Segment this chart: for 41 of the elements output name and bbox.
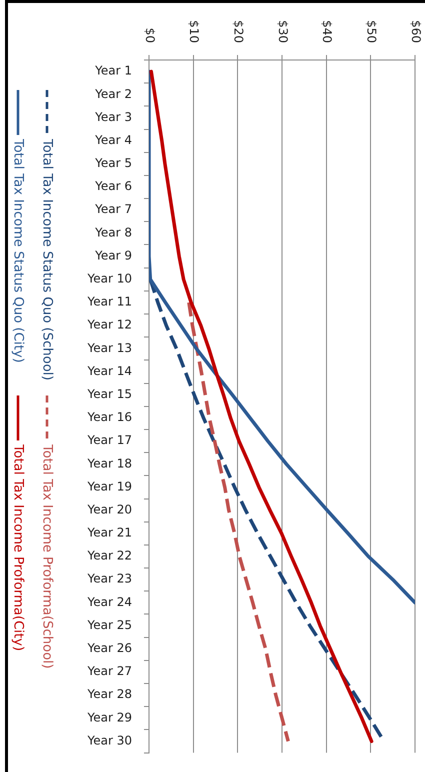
- y-tick-label: Year 4: [94, 132, 132, 147]
- x-tick-label: $50: [364, 20, 379, 43]
- x-tick-label: $20: [232, 20, 246, 43]
- y-tick-label: Year 21: [86, 526, 132, 540]
- text: Total Tax Income Proforma(City): [10, 443, 26, 652]
- text: Total Tax Income Proforma(School): [40, 443, 55, 669]
- x-tick-label: $60: [408, 20, 423, 43]
- y-tick-label: Year 15: [86, 386, 132, 401]
- y-tick-label: Year 6: [94, 179, 132, 194]
- text: Total Tax Income Status Quo (City): [10, 138, 26, 363]
- y-tick-label: Year 7: [94, 202, 132, 216]
- y-tick-label: Year 30: [86, 733, 132, 748]
- y-tick-label: Year 10: [86, 272, 132, 286]
- y-tick-label: Year 27: [86, 664, 132, 678]
- y-tick-label: Year 24: [86, 594, 132, 609]
- x-tick-label: $10: [187, 20, 202, 43]
- y-tick-label: Year 25: [86, 618, 132, 632]
- y-tick-label: Year 11: [86, 294, 132, 309]
- y-tick-label: Year 22: [86, 548, 132, 563]
- y-tick-label: Year 2: [94, 86, 132, 101]
- y-tick-label: Year 5: [94, 156, 132, 170]
- y-tick-label: Year 14: [86, 364, 132, 378]
- y-tick-label: Year 9: [94, 248, 132, 262]
- y-tick-label: Year 28: [86, 687, 132, 702]
- y-tick-label: Year 18: [86, 456, 132, 470]
- y-tick-label: Year 26: [86, 641, 132, 656]
- y-tick-label: Year 23: [86, 572, 132, 586]
- y-tick-label: Year 29: [86, 710, 132, 724]
- x-tick-label: $30: [276, 20, 290, 43]
- y-tick-label: Year 8: [94, 225, 132, 240]
- y-tick-label: Year 19: [86, 479, 132, 494]
- y-tick-label: Year 1: [94, 64, 132, 78]
- y-tick-label: Year 3: [94, 110, 132, 124]
- y-tick-label: Year 20: [86, 502, 132, 516]
- y-tick-label: Year 16: [86, 410, 132, 424]
- y-tick-label: Year 12: [86, 318, 132, 332]
- y-tick-label: Year 13: [86, 340, 132, 355]
- x-tick-label: $40: [320, 20, 334, 43]
- text: Total Tax Income Status Quo (School): [40, 138, 55, 380]
- y-tick-label: Year 17: [86, 433, 132, 448]
- x-tick-label: $0: [142, 28, 157, 43]
